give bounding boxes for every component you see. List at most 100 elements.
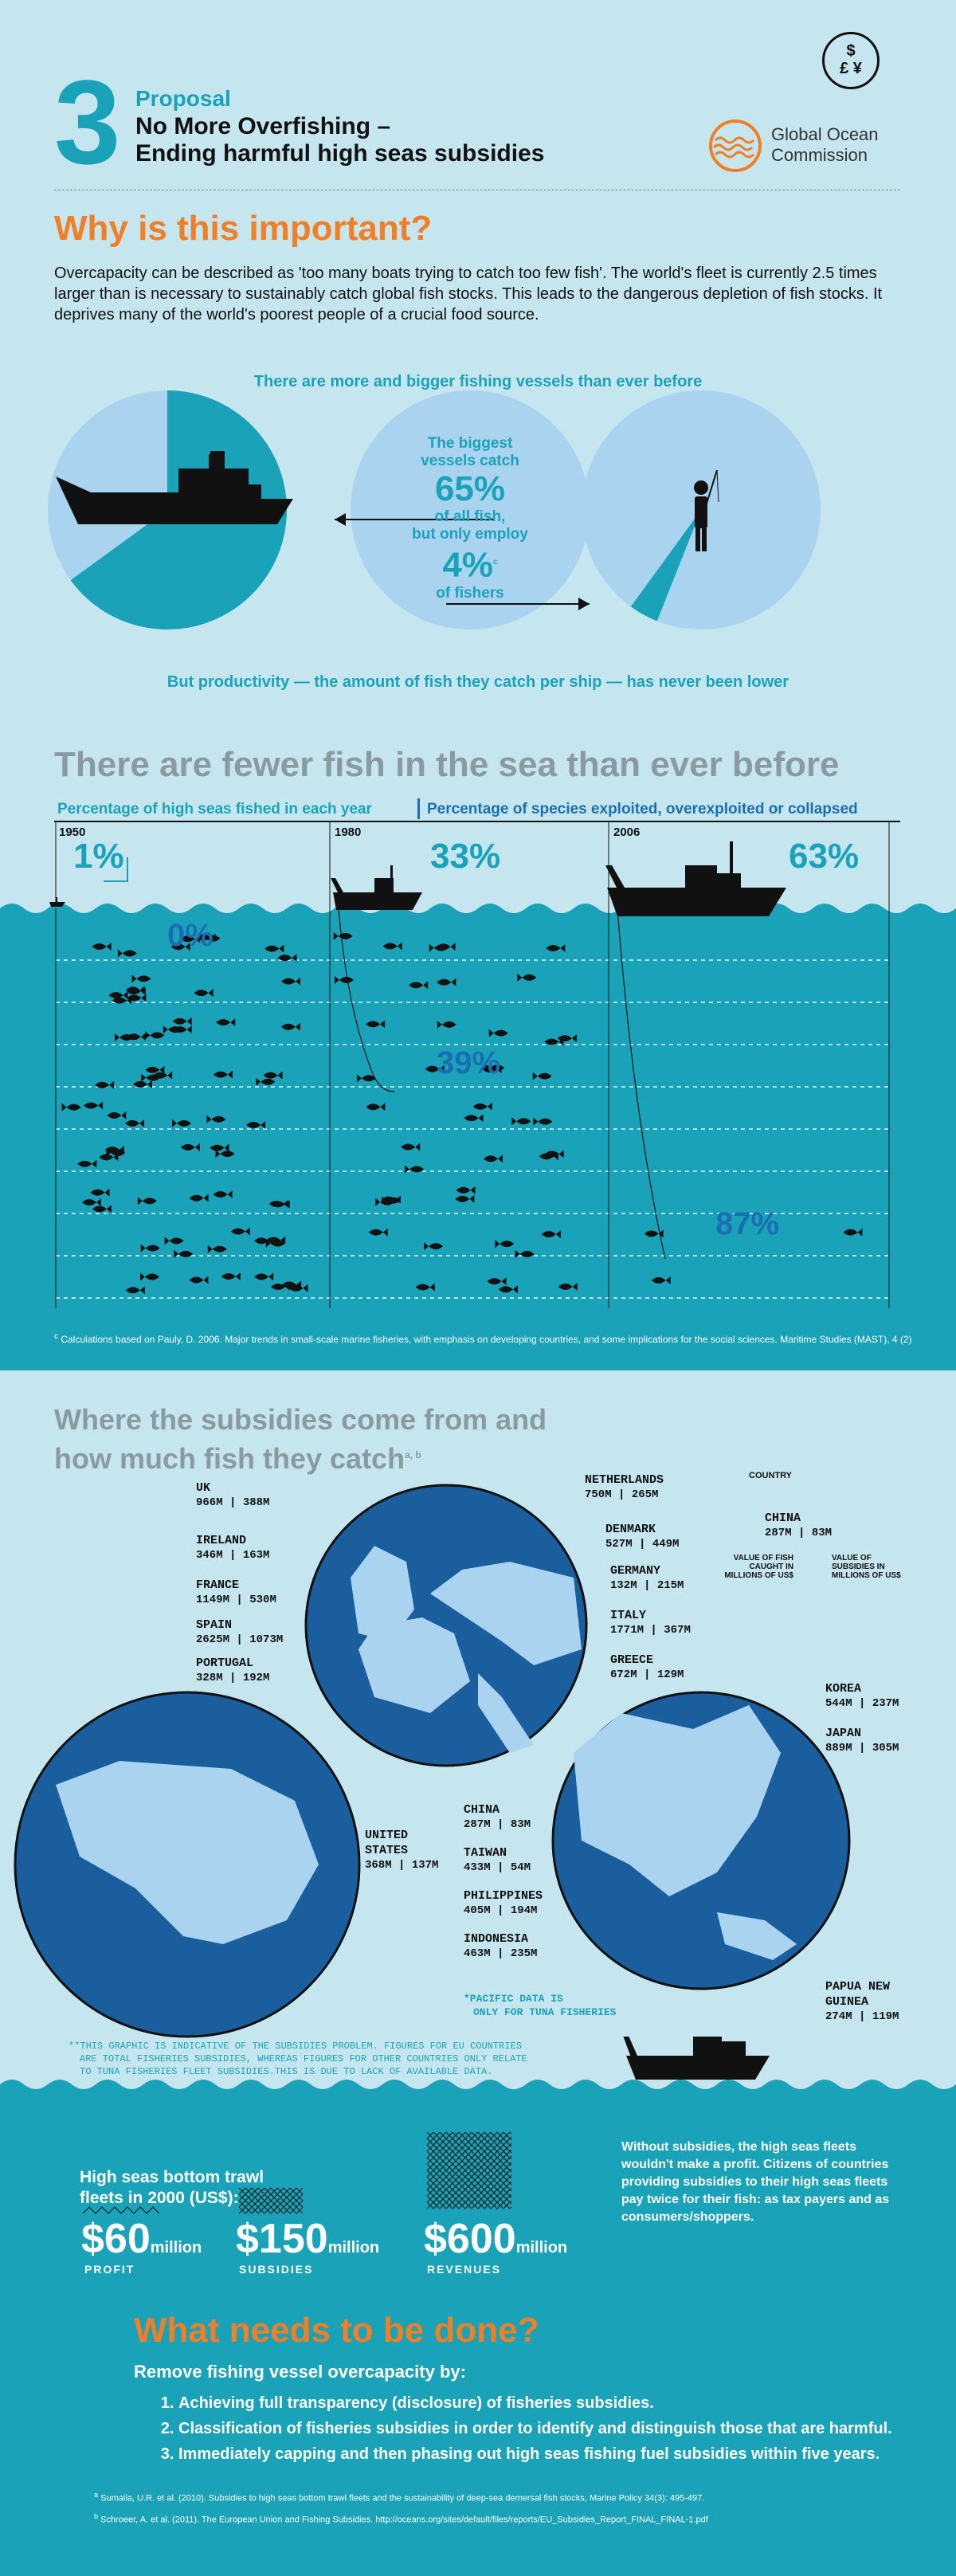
country-taiwan: TAIWAN 433M | 54M — [464, 1846, 531, 1874]
fished-1980: 33% — [430, 837, 501, 876]
fish-icon — [140, 1272, 160, 1281]
country-italy: ITALY 1771M | 367M — [610, 1609, 691, 1637]
fish-icon — [84, 1101, 104, 1110]
fish-icon — [106, 1148, 126, 1157]
country-germany: GERMANY 132M | 215M — [610, 1564, 684, 1592]
fish-icon — [498, 1285, 518, 1294]
country-philippines: PHILIPPINES 405M | 194M — [464, 1889, 543, 1917]
fish-icon — [125, 1286, 145, 1295]
country-ireland: IRELAND 346M | 163M — [196, 1534, 270, 1562]
fish-icon — [533, 1117, 553, 1126]
fish-icon — [557, 1034, 577, 1043]
fish-icon — [213, 1190, 233, 1199]
fish-icon — [210, 1143, 229, 1152]
fish-icon — [517, 973, 537, 982]
todo-item: Achieving full transparency (disclosure)… — [178, 2390, 938, 2416]
fish-icon — [170, 943, 190, 951]
org-name: Global Ocean Commission — [771, 124, 879, 165]
key-block: CHINA 287M | 83M — [765, 1511, 833, 1539]
proposal-number: 3 — [54, 55, 121, 189]
why-heading: Why is this important? — [54, 209, 433, 248]
fish-icon — [196, 933, 216, 942]
fish-icon — [253, 1237, 273, 1245]
fish-icon — [92, 942, 112, 951]
fish-icon — [206, 1115, 226, 1123]
fish-icon — [456, 1186, 476, 1194]
country-uk: UK 966M | 388M — [196, 1481, 270, 1509]
fish-icon — [92, 1205, 112, 1214]
fish-icon — [544, 1037, 564, 1046]
fish-icon — [107, 1111, 127, 1119]
fish-icon — [145, 1031, 165, 1040]
fish-icon — [277, 954, 297, 963]
pct-catch: 65% — [434, 469, 506, 508]
exploited-2006: 87% — [715, 1206, 780, 1241]
fish-icon — [415, 1283, 435, 1292]
center-text: The biggest vessels catch 65% of all fis… — [358, 435, 582, 602]
pacific-note: *PACIFIC DATA IS ONLY FOR TUNA FISHERIES — [464, 1993, 617, 2018]
fish-icon — [532, 1072, 552, 1080]
fish-icon — [265, 1239, 285, 1248]
todo-item: Immediately capping and then phasing out… — [178, 2441, 938, 2467]
fish-icon — [221, 1272, 241, 1281]
fish-icon — [125, 1119, 145, 1127]
legend-underline — [54, 821, 900, 822]
fish-icon — [541, 1230, 561, 1239]
year-1980: 1980 — [335, 825, 362, 839]
fish-icon — [230, 1227, 250, 1236]
year-2006: 2006 — [613, 825, 641, 839]
country-indonesia: INDONESIA 463M | 235M — [464, 1932, 538, 1960]
fish-icon — [515, 1249, 535, 1258]
fish-icon — [558, 1282, 578, 1291]
fish-icon — [180, 935, 200, 943]
fish-icon — [482, 1065, 502, 1074]
fewer-heading: There are fewer fish in the sea than eve… — [54, 745, 840, 784]
fish-icon — [194, 989, 214, 998]
fish-icon — [153, 1071, 173, 1080]
fish-icon — [213, 1070, 233, 1079]
fish-icon — [366, 1020, 386, 1029]
fish-icon — [333, 931, 353, 940]
fish-icon — [207, 1245, 227, 1253]
fish-icon — [368, 1228, 388, 1237]
fish-icon — [437, 1020, 456, 1029]
key-label-left: VALUE OF FISH CAUGHT IN MILLIONS OF US$ — [724, 1554, 793, 1580]
boat-1980 — [331, 865, 422, 910]
fish-icon — [99, 1153, 119, 1162]
fish-icon — [464, 1114, 484, 1123]
fish-icon — [487, 1277, 507, 1286]
americas-land — [56, 1761, 319, 1944]
fish-icon — [644, 1229, 664, 1238]
country-denmark: DENMARK 527M | 449M — [605, 1523, 680, 1551]
fish-icon — [495, 1240, 515, 1249]
fish-icon — [246, 1120, 266, 1129]
asia-land — [574, 1705, 797, 1960]
fish-icon — [104, 1145, 124, 1154]
fish-icon — [281, 977, 301, 986]
fish-icon — [366, 1103, 386, 1112]
productivity-note: But productivity — the amount of fish th… — [167, 673, 789, 691]
fish-icon — [174, 1249, 194, 1258]
fish-icon — [77, 1159, 97, 1168]
sea-footnote: c Calculations based on Pauly, D. 2006. … — [54, 1332, 912, 1345]
country-papua-new-guinea: PAPUA NEW GUINEA 274M | 119M — [825, 1980, 899, 2023]
vessels-chart — [48, 390, 821, 629]
legend-divider — [417, 798, 420, 819]
references: a Sumaila, U.R. et al. (2010). Subsidies… — [94, 2491, 708, 2525]
fish-icon — [90, 1188, 110, 1197]
fish-icon — [334, 975, 354, 984]
trawl-profit: $60million PROFIT — [81, 2216, 202, 2276]
fish-icon — [271, 1282, 291, 1291]
net-patterns — [82, 2131, 512, 2214]
fish-icon — [216, 1018, 236, 1027]
fish-icon — [256, 1077, 276, 1086]
exploited-1980: 39% — [437, 1045, 501, 1080]
todo-intro: Remove fishing vessel overcapacity by: — [134, 2362, 466, 2382]
key-label-right: VALUE OF SUBSIDIES IN MILLIONS OF US$ — [832, 1554, 901, 1580]
exploited-1950: 0% — [167, 918, 214, 953]
fish-icon — [201, 934, 221, 943]
legend-right: Percentage of species exploited, overexp… — [427, 801, 858, 817]
trawl-revenues: $600million REVENUES — [424, 2216, 568, 2276]
fish-icon — [164, 1237, 184, 1245]
country-portugal: PORTUGAL 328M | 192M — [196, 1657, 270, 1684]
